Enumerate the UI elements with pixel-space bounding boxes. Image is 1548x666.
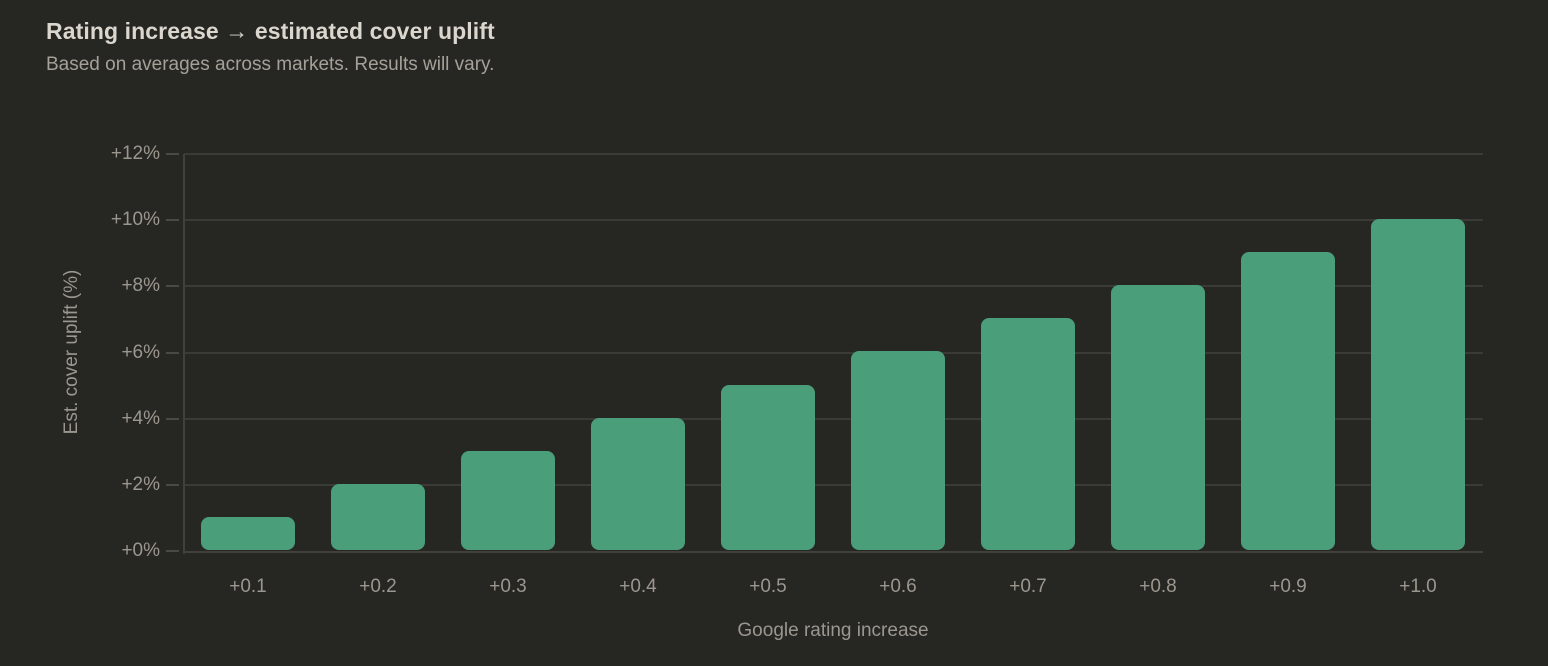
- y-axis-tick: [166, 417, 179, 420]
- y-axis-tick: [166, 219, 179, 222]
- y-tick-label: +0%: [121, 540, 160, 561]
- gridline: [184, 285, 1483, 288]
- x-tick-label: +0.4: [619, 576, 657, 597]
- y-tick-label: +8%: [121, 275, 160, 297]
- plot-area: [183, 153, 1483, 554]
- y-tick-label: +10%: [110, 209, 160, 231]
- chart-header: Rating increase → estimated cover uplift…: [46, 18, 495, 76]
- x-axis-title: Google rating increase: [737, 620, 929, 641]
- chart-title: Rating increase → estimated cover uplift: [46, 18, 495, 44]
- y-tick-label: +12%: [110, 143, 160, 164]
- y-axis-tick: [166, 351, 179, 354]
- gridline: [184, 417, 1483, 420]
- y-axis-tick: [166, 285, 179, 288]
- bar-+0.8: [1111, 285, 1205, 550]
- y-axis-tick: [166, 483, 179, 486]
- gridline: [184, 153, 1483, 155]
- bar-+1.0: [1371, 219, 1465, 550]
- bar-+0.5: [721, 385, 815, 550]
- bar-+0.6: [851, 351, 945, 550]
- y-tick-label: +4%: [121, 407, 160, 429]
- chart-subtitle: Based on averages across markets. Result…: [46, 54, 495, 75]
- bar-+0.7: [981, 318, 1075, 550]
- bar-+0.9: [1241, 252, 1335, 550]
- bar-+0.2: [331, 484, 425, 550]
- x-tick-label: +0.5: [749, 576, 787, 597]
- y-tick-label: +6%: [121, 341, 160, 363]
- x-tick-label: +0.3: [489, 576, 527, 597]
- x-tick-label: +0.1: [229, 576, 267, 597]
- gridline: [184, 351, 1483, 354]
- x-axis-line: [183, 551, 1483, 553]
- x-tick-label: +0.9: [1269, 576, 1307, 597]
- y-axis-tick: [166, 153, 179, 155]
- x-tick-label: +1.0: [1399, 576, 1437, 597]
- y-tick-label: +2%: [121, 473, 160, 495]
- bar-+0.4: [591, 418, 685, 550]
- x-tick-label: +0.6: [879, 576, 917, 597]
- x-tick-label: +0.7: [1009, 576, 1047, 597]
- gridline: [184, 219, 1483, 222]
- bar-+0.1: [201, 517, 295, 550]
- gridline: [184, 483, 1483, 486]
- y-axis-tick: [166, 550, 179, 552]
- x-tick-label: +0.2: [359, 576, 397, 597]
- bar-+0.3: [461, 451, 555, 550]
- y-axis-line: [183, 154, 185, 554]
- x-tick-label: +0.8: [1139, 576, 1177, 597]
